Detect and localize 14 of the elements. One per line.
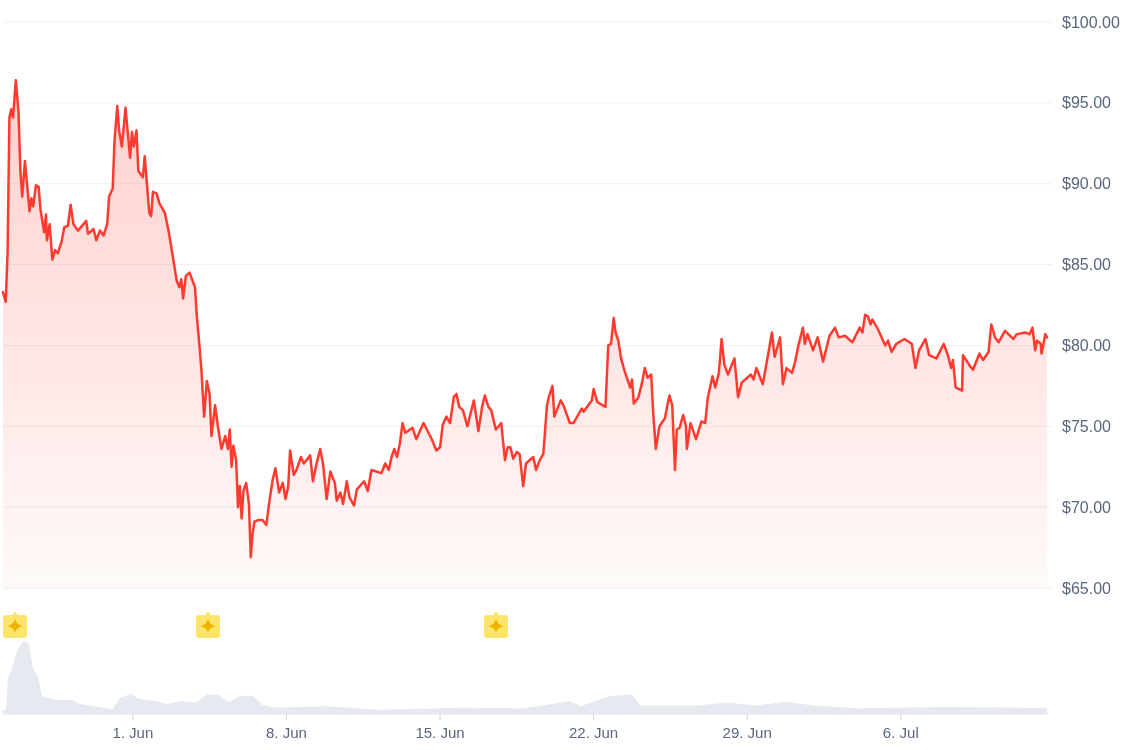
x-tick-label: 22. Jun <box>569 724 619 741</box>
x-tick-label: 8. Jun <box>265 724 307 741</box>
x-tick-label: 6. Jul <box>882 724 919 741</box>
y-tick-label: $85.00 <box>1062 256 1112 274</box>
y-tick-label: $80.00 <box>1062 337 1112 355</box>
y-tick-label: $65.00 <box>1062 579 1112 597</box>
y-tick-label: $100.00 <box>1062 13 1120 31</box>
y-tick-label: $95.00 <box>1062 94 1112 112</box>
y-tick-label: $90.00 <box>1062 175 1112 193</box>
x-tick-label: 1. Jun <box>112 724 154 741</box>
y-tick-label: $75.00 <box>1062 417 1112 435</box>
y-tick-label: $70.00 <box>1062 498 1112 516</box>
x-tick-label: 29. Jun <box>722 724 772 741</box>
x-tick-label: 15. Jun <box>415 724 465 741</box>
